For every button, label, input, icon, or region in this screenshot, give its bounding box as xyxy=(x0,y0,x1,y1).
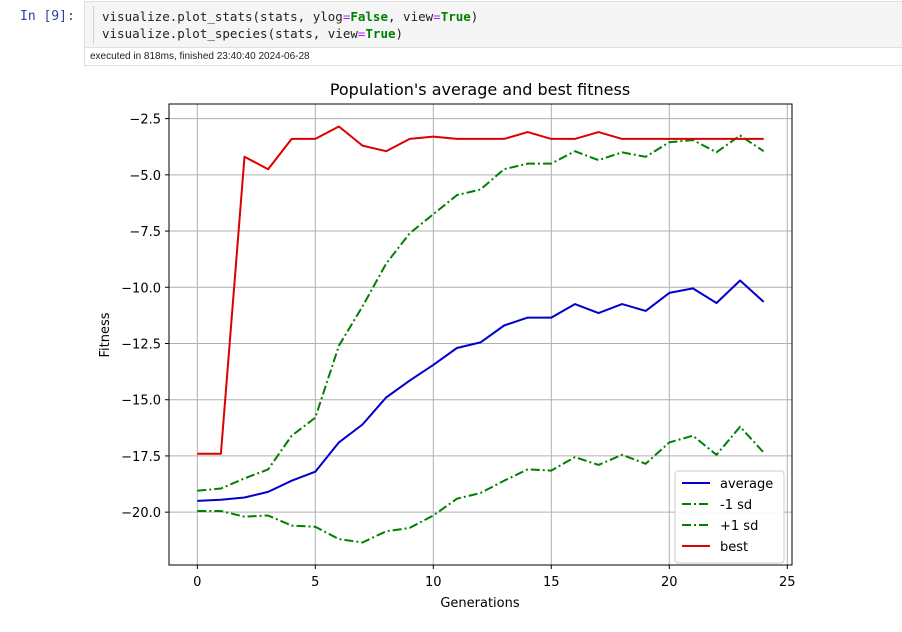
legend-label: +1 sd xyxy=(720,519,758,534)
code-cell-editor[interactable]: visualize.plot_stats(stats, ylog=False, … xyxy=(84,1,902,48)
x-tick-label: 15 xyxy=(543,575,560,590)
x-tick-label: 25 xyxy=(779,575,796,590)
y-tick-label: −12.5 xyxy=(121,337,161,352)
legend-box xyxy=(674,470,785,564)
series-line-1-sd xyxy=(197,134,765,492)
code-line[interactable]: visualize.plot_species(stats, view=True) xyxy=(102,26,404,41)
legend-label: average xyxy=(720,477,773,492)
legend-label: -1 sd xyxy=(720,498,752,513)
series-line-average xyxy=(197,279,765,502)
x-axis-label: Generations xyxy=(440,596,520,611)
y-tick-label: −20.0 xyxy=(121,506,161,521)
chart-title: Population's average and best fitness xyxy=(330,80,630,99)
plot-frame xyxy=(168,103,793,566)
x-tick-label: 20 xyxy=(661,575,678,590)
y-tick-label: −10.0 xyxy=(121,281,161,296)
y-tick-label: −17.5 xyxy=(121,450,161,465)
y-tick-label: −15.0 xyxy=(121,394,161,409)
series-line-1-sd xyxy=(197,425,765,544)
y-tick-label: −5.0 xyxy=(129,169,161,184)
execution-info-text: executed in 818ms, finished 23:40:40 202… xyxy=(90,51,310,62)
x-tick-label: 10 xyxy=(425,575,442,590)
grid-lines xyxy=(169,104,792,565)
series-line-best xyxy=(197,125,764,455)
code-line[interactable]: visualize.plot_stats(stats, ylog=False, … xyxy=(102,9,479,24)
code-gutter xyxy=(93,6,94,44)
y-tick-label: −7.5 xyxy=(129,225,161,240)
y-axis-label: Fitness xyxy=(98,312,113,357)
axis-ticks: 0 5 10 15 20 25 −2.5 −5.0 −7.5 −10.0 −12.5 −15.0 −17… xyxy=(121,113,795,590)
cell-input-prompt: In [9]: xyxy=(20,9,75,24)
x-tick-label: 0 xyxy=(193,575,201,590)
execution-info-bar: executed in 818ms, finished 23:40:40 202… xyxy=(84,48,902,66)
legend-label: best xyxy=(720,540,748,555)
x-tick-label: 5 xyxy=(311,575,319,590)
series-lines xyxy=(197,125,765,544)
y-tick-label: −2.5 xyxy=(129,113,161,128)
legend: average -1 sd +1 sd best xyxy=(674,470,785,564)
